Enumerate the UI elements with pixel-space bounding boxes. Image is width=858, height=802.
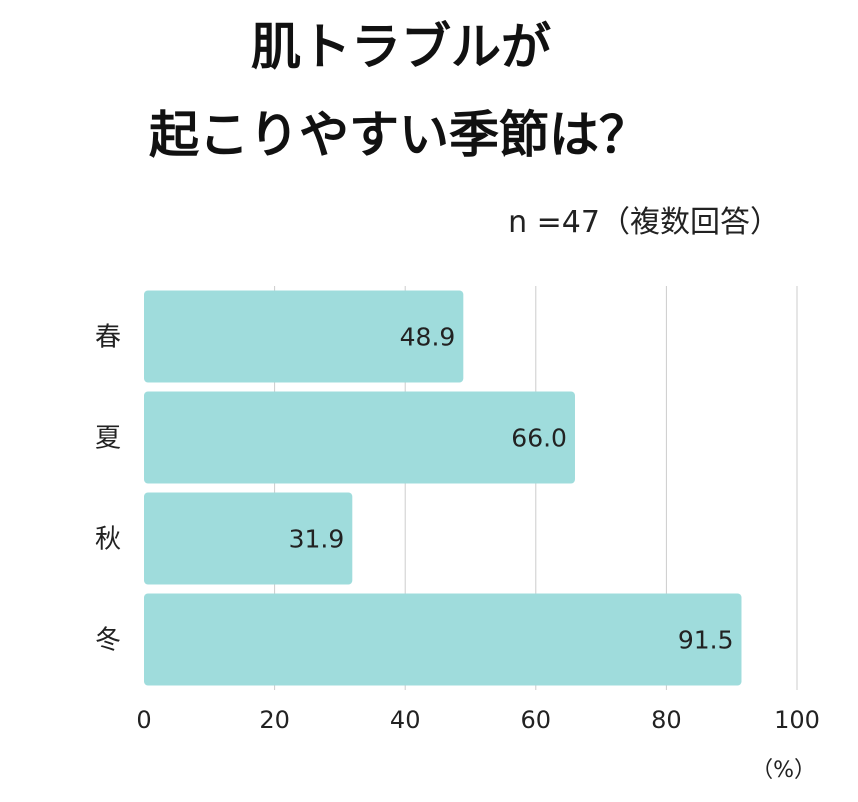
x-axis-unit-label: （%）	[751, 758, 816, 783]
chart-title-line-1: 肌トラブルが	[251, 18, 551, 76]
category-label: 冬	[95, 626, 121, 656]
bar	[144, 593, 742, 686]
x-tick-label: 40	[390, 706, 421, 734]
chart-title-line-2: 起こりやすい季節は？	[149, 106, 649, 164]
category-label: 夏	[95, 424, 121, 454]
bar-value-label: 48.9	[400, 323, 456, 352]
category-label: 秋	[95, 525, 121, 555]
x-tick-label: 60	[521, 706, 552, 734]
sample-size-note: n =47（複数回答）	[508, 205, 780, 240]
x-tick-label: 0	[136, 706, 151, 734]
bar-value-label: 91.5	[678, 626, 734, 655]
bar	[144, 492, 353, 585]
x-tick-label: 20	[259, 706, 290, 734]
bar	[144, 391, 575, 484]
bar-value-label: 31.9	[289, 525, 345, 554]
x-tick-label: 100	[774, 706, 820, 734]
category-label: 春	[95, 323, 121, 353]
x-tick-label: 80	[651, 706, 682, 734]
bar-value-label: 66.0	[511, 424, 567, 453]
bar	[144, 290, 464, 383]
